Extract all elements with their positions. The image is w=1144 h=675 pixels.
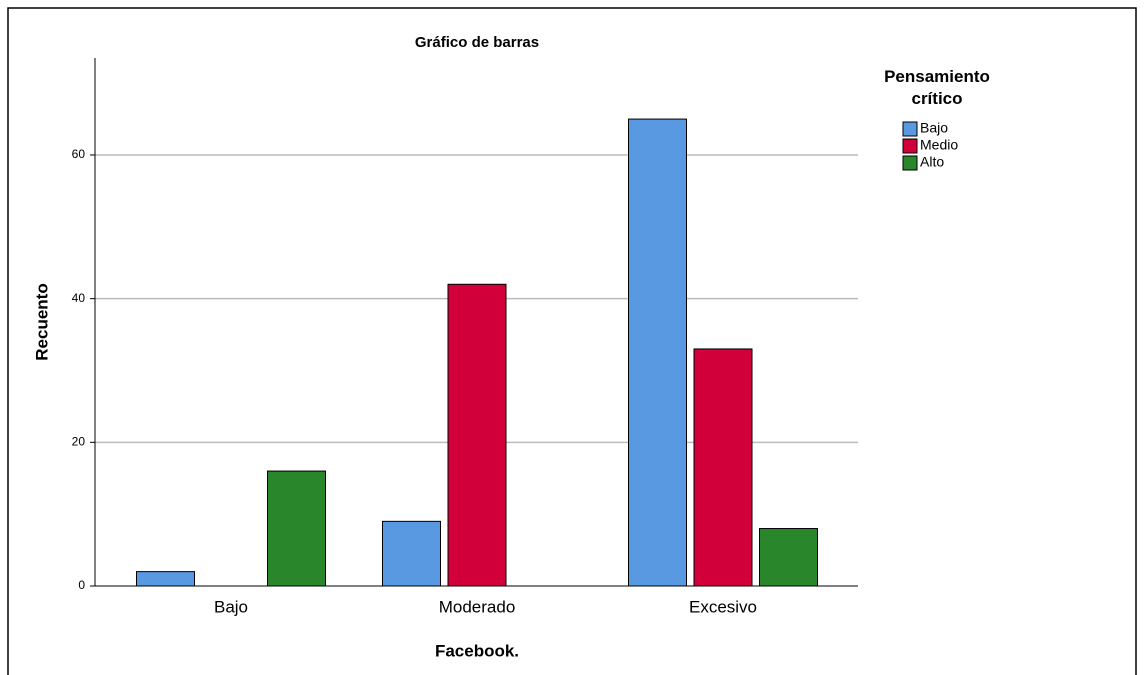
bar [693,348,753,587]
frame [7,7,1137,675]
bar [759,528,818,587]
legend-swatch [902,155,918,171]
y-tick-label: 0 [78,578,85,592]
chart-title: Gráfico de barras [415,34,539,51]
x-tick-label: Excesivo [689,597,757,616]
legend-swatch [902,121,918,137]
y-axis-label: Recuento [32,283,51,360]
bar [382,520,441,587]
legend-title: Pensamiento crítico [884,67,990,108]
bar [267,470,326,587]
legend-label: Bajo [920,120,948,136]
legend-label: Alto [920,154,944,170]
x-tick-label: Bajo [214,597,248,616]
legend-swatch [902,138,918,154]
x-axis-label: Facebook. [435,641,519,660]
y-tick-label: 20 [72,434,86,448]
y-tick-label: 60 [72,147,86,161]
legend-label: Medio [920,137,958,153]
bar [136,571,195,587]
bar [447,283,507,587]
x-tick-label: Moderado [439,597,516,616]
bar [628,118,687,587]
y-tick-label: 40 [72,291,86,305]
